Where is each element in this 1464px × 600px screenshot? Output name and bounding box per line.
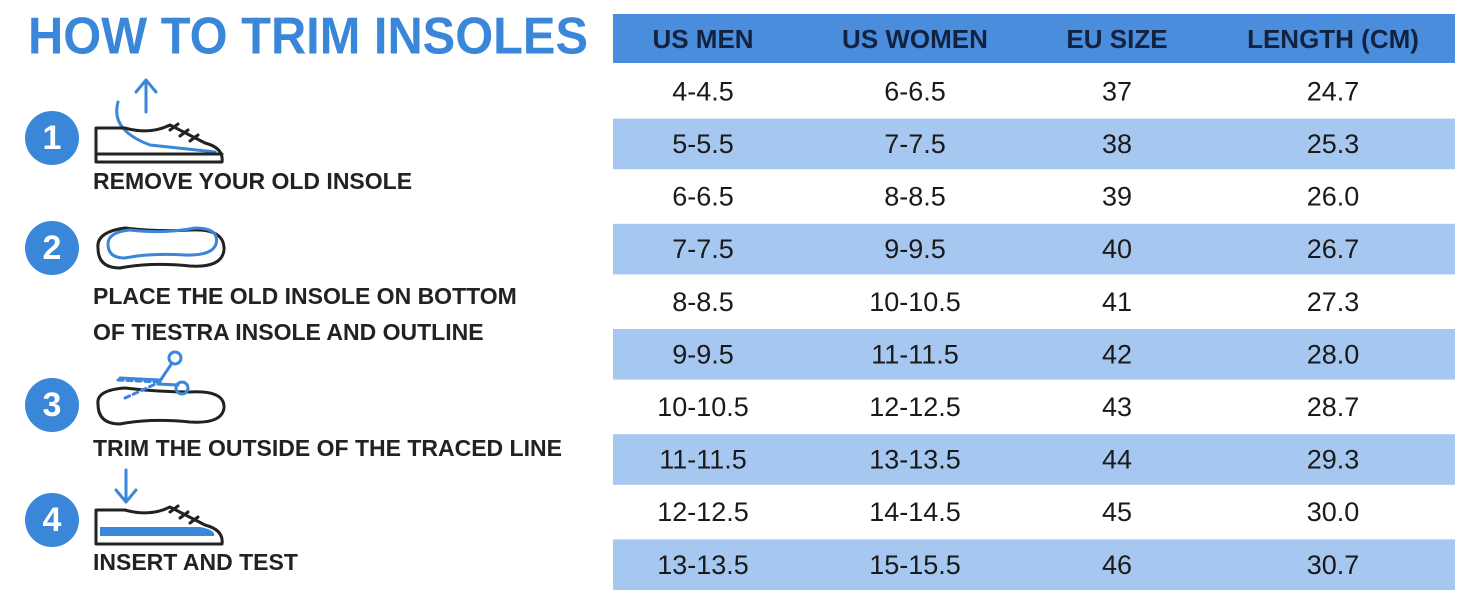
table-cell: 8-8.5 — [672, 287, 734, 317]
step-number: 2 — [43, 229, 62, 267]
table-cell: 13-13.5 — [869, 445, 961, 475]
icon-insert — [94, 468, 224, 546]
table-cell: 8-8.5 — [884, 182, 946, 212]
table-cell: 41 — [1102, 287, 1132, 317]
table-cell: 26.7 — [1307, 234, 1360, 264]
table-cell: 27.3 — [1307, 287, 1360, 317]
table-row-bg — [613, 223, 1455, 275]
step-badge — [25, 378, 79, 432]
table-cell: 13-13.5 — [657, 550, 749, 580]
icon-trim — [96, 350, 226, 426]
table-cell: 25.3 — [1307, 129, 1360, 159]
step-label: REMOVE YOUR OLD INSOLE — [93, 168, 412, 194]
table-cell: 5-5.5 — [672, 129, 734, 159]
table-header: US MEN — [652, 24, 753, 54]
step-label: INSERT AND TEST — [93, 549, 298, 575]
step-number: 4 — [43, 501, 62, 539]
table-cell: 9-9.5 — [884, 234, 946, 264]
table-cell: 45 — [1102, 497, 1132, 527]
table-cell: 14-14.5 — [869, 497, 961, 527]
table-cell: 26.0 — [1307, 182, 1360, 212]
table-cell: 28.0 — [1307, 339, 1360, 369]
table-cell: 7-7.5 — [884, 129, 946, 159]
table-row-bg — [613, 434, 1455, 485]
table-cell: 44 — [1102, 445, 1132, 475]
table-cell: 6-6.5 — [884, 76, 946, 106]
table-cell: 46 — [1102, 550, 1132, 580]
table-cell: 12-12.5 — [657, 497, 749, 527]
table-cell: 29.3 — [1307, 445, 1360, 475]
table-cell: 28.7 — [1307, 392, 1360, 422]
table-cell: 15-15.5 — [869, 550, 961, 580]
step-label: PLACE THE OLD INSOLE ON BOTTOM — [93, 283, 517, 309]
table-cell: 38 — [1102, 129, 1132, 159]
table-header-bg — [613, 14, 1455, 63]
icon-remove — [94, 78, 224, 164]
title: HOW TO TRIM INSOLES — [28, 8, 588, 66]
table-cell: 4-4.5 — [672, 76, 734, 106]
table-cell: 42 — [1102, 339, 1132, 369]
table-cell: 37 — [1102, 76, 1132, 106]
table-cell: 11-11.5 — [871, 339, 959, 369]
step-number: 3 — [43, 386, 62, 424]
table-cell: 6-6.5 — [672, 182, 734, 212]
table-cell: 7-7.5 — [672, 234, 734, 264]
table-cell: 9-9.5 — [672, 339, 734, 369]
step-label: OF TIESTRA INSOLE AND OUTLINE — [93, 319, 484, 345]
table-cell: 39 — [1102, 182, 1132, 212]
step-badge — [25, 493, 79, 547]
table-row-bg — [613, 539, 1455, 590]
table-cell: 43 — [1102, 392, 1132, 422]
step-badge — [25, 221, 79, 275]
table-cell: 30.7 — [1307, 550, 1360, 580]
step-badge — [25, 111, 79, 165]
table-header: US WOMEN — [842, 24, 988, 54]
insole-fill — [100, 527, 215, 536]
table-row-bg — [613, 118, 1455, 170]
table-cell: 24.7 — [1307, 76, 1360, 106]
table-cell: 12-12.5 — [869, 392, 961, 422]
table-header: LENGTH (CM) — [1247, 24, 1419, 54]
table-cell: 30.0 — [1307, 497, 1360, 527]
step-number: 1 — [43, 119, 62, 157]
table-cell: 10-10.5 — [869, 287, 961, 317]
table-row-bg — [613, 329, 1455, 380]
step-label: TRIM THE OUTSIDE OF THE TRACED LINE — [93, 435, 562, 461]
table-cell: 10-10.5 — [657, 392, 749, 422]
table-cell: 40 — [1102, 234, 1132, 264]
table-header: EU SIZE — [1066, 24, 1167, 54]
table-cell: 11-11.5 — [659, 445, 747, 475]
icon-outline — [96, 226, 226, 270]
